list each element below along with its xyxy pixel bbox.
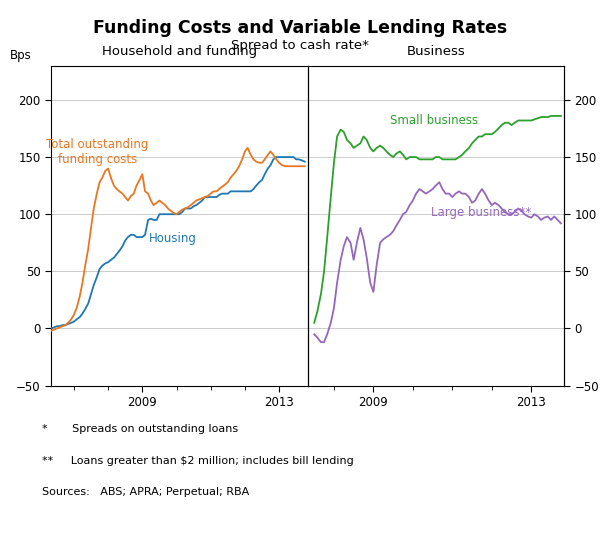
Text: Small business: Small business	[389, 114, 478, 126]
Text: **     Loans greater than $2 million; includes bill lending: ** Loans greater than $2 million; includ…	[42, 456, 354, 465]
Text: Household and funding: Household and funding	[101, 45, 257, 57]
Text: Total outstanding
funding costs: Total outstanding funding costs	[46, 138, 148, 166]
Text: *       Spreads on outstanding loans: * Spreads on outstanding loans	[42, 424, 238, 434]
Text: Housing: Housing	[148, 232, 196, 245]
Text: Bps: Bps	[10, 49, 32, 62]
Text: Sources:   ABS; APRA; Perpetual; RBA: Sources: ABS; APRA; Perpetual; RBA	[42, 487, 249, 497]
Text: Spread to cash rate*: Spread to cash rate*	[231, 39, 369, 53]
Text: Large business**: Large business**	[431, 206, 531, 219]
Text: Funding Costs and Variable Lending Rates: Funding Costs and Variable Lending Rates	[93, 19, 507, 37]
Text: Business: Business	[406, 45, 465, 57]
